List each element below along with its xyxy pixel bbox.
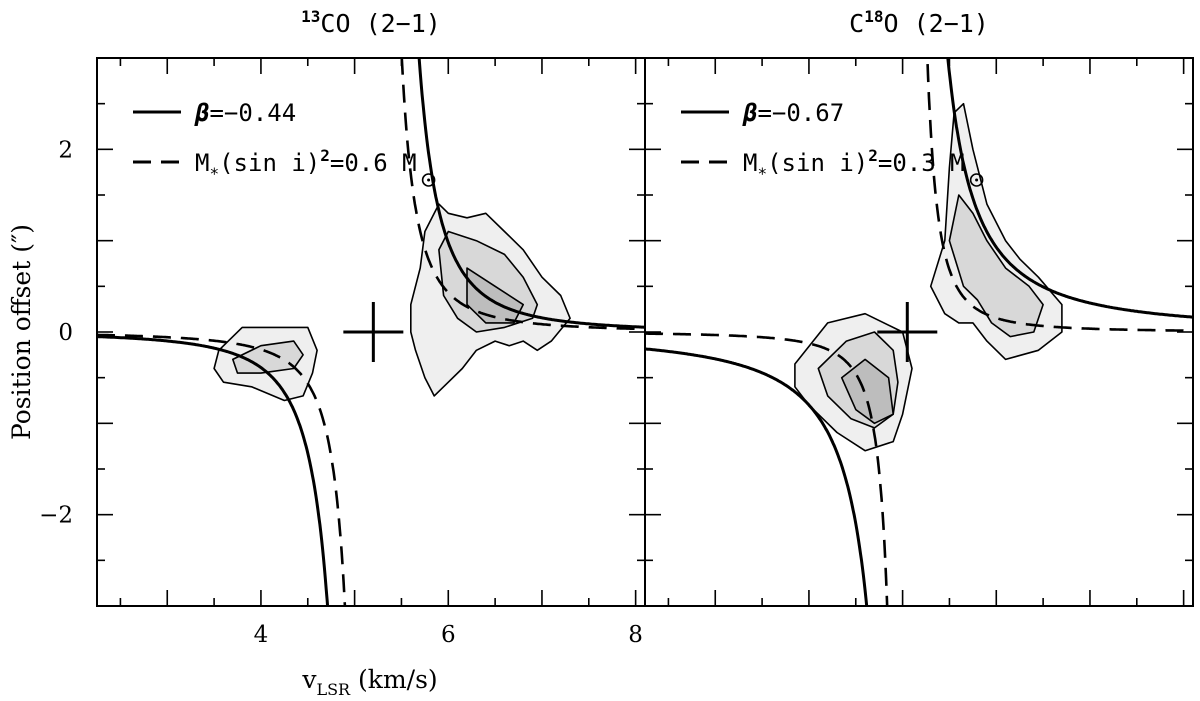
power-law-curve [97, 58, 645, 606]
panel-title: C18O (2−1) [849, 7, 989, 38]
contour-level-3-1 [840, 358, 895, 425]
y-tick-label: 0 [58, 320, 73, 346]
contour-level-2-1 [232, 340, 304, 374]
sun-symbol-dot [975, 178, 979, 182]
sun-symbol-icon [421, 173, 436, 187]
x-tick-label: 4 [254, 622, 269, 648]
x-tick-label: 6 [441, 622, 456, 648]
panel-title: 13CO (2−1) [301, 7, 441, 38]
x-tick-label: 8 [628, 622, 643, 648]
keplerian-curve [645, 58, 1193, 606]
panel-1: 4 6 8 −2 0 2 13CO (2−1) β=−0.44 M*(sin i)2=0.6 M… [7, 7, 646, 699]
y-tick-label: 2 [58, 137, 73, 163]
y-tick-label: −2 [39, 503, 73, 529]
contour-level-2-2 [948, 194, 1044, 338]
legend-label-solid: β=−0.44 [194, 99, 296, 127]
panels: 4 6 8 −2 0 2 13CO (2−1) β=−0.44 M*(sin i)2=0.6 M… [7, 7, 1194, 699]
plot-area [97, 58, 645, 606]
legend-label-dashed: M*(sin i)2=0.3 M [743, 146, 965, 183]
plot-area [645, 58, 1193, 606]
y-axis-title: Position offset (″) [7, 224, 36, 440]
power-law-curve [645, 58, 1193, 606]
sun-symbol-icon [969, 173, 984, 187]
keplerian-curve [97, 58, 645, 606]
legend-label-solid: β=−0.67 [742, 99, 844, 127]
panel-2: C18O (2−1) β=−0.67 M*(sin i)2=0.3 M [644, 7, 1194, 607]
legend-label-dashed: M*(sin i)2=0.6 M [195, 146, 417, 183]
x-axis-title: vLSR (km/s) [301, 665, 437, 699]
sun-symbol-dot [427, 178, 431, 182]
